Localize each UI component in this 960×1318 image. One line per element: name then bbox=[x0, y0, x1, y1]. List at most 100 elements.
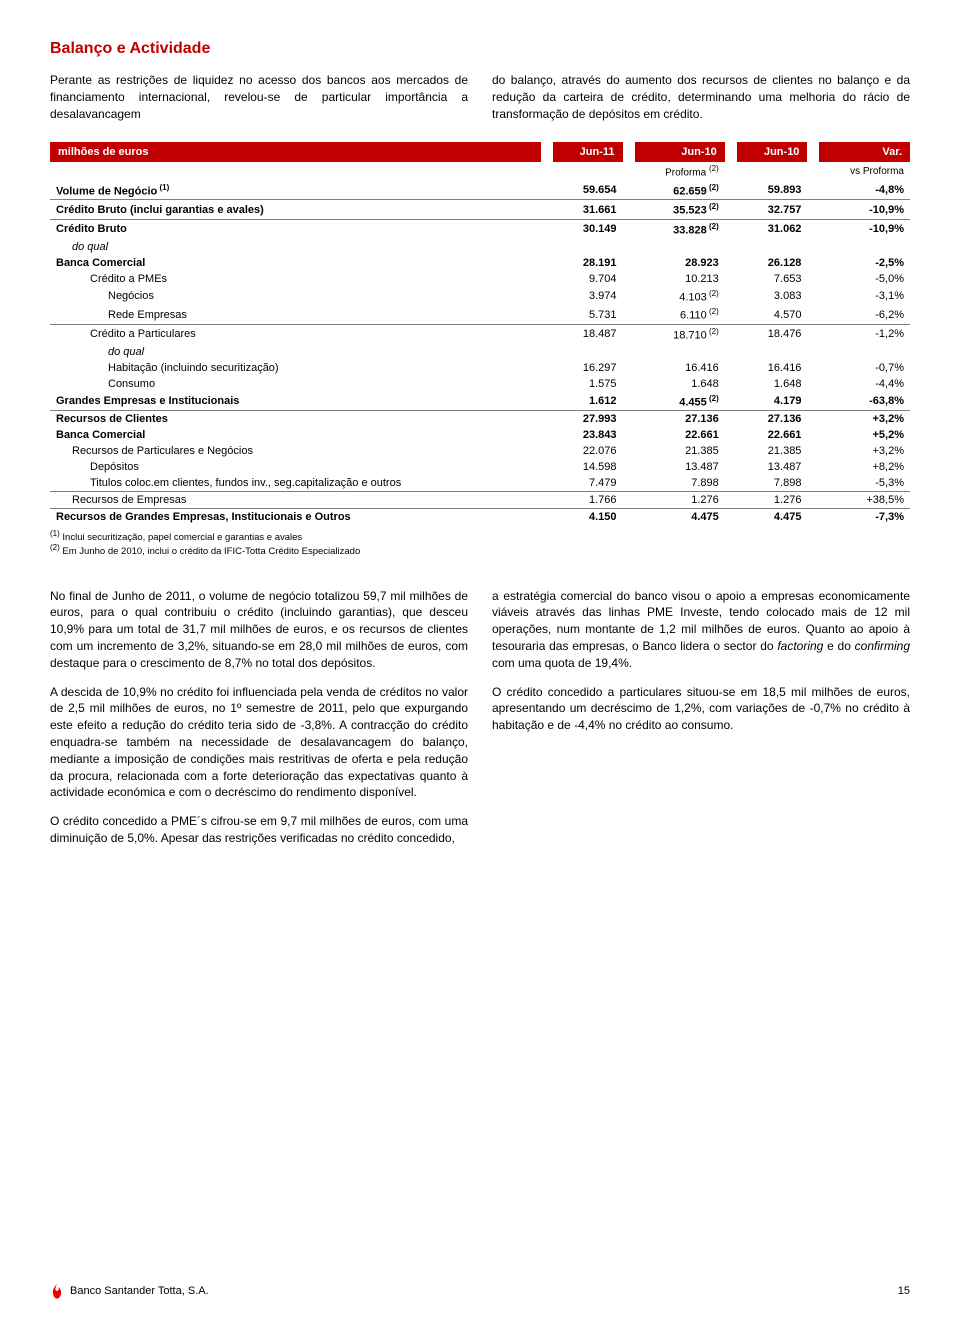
table-row: Recursos de Clientes27.99327.13627.136+3… bbox=[50, 411, 910, 428]
row-value bbox=[635, 344, 725, 360]
row-value: 7.898 bbox=[737, 475, 808, 492]
row-value: 1.648 bbox=[737, 376, 808, 392]
row-value: 4.475 bbox=[737, 509, 808, 526]
row-label: Crédito Bruto bbox=[50, 220, 541, 239]
row-value: 4.150 bbox=[553, 509, 623, 526]
row-value: 1.766 bbox=[553, 492, 623, 509]
row-value bbox=[737, 344, 808, 360]
row-value: -1,2% bbox=[819, 325, 910, 344]
row-value: 35.523 (2) bbox=[635, 200, 725, 220]
table-row: Recursos de Grandes Empresas, Institucio… bbox=[50, 509, 910, 526]
table-header-row: milhões de euros Jun-11 Jun-10 Jun-10 Va… bbox=[50, 142, 910, 162]
row-value: 23.843 bbox=[553, 427, 623, 443]
table-row: Banca Comercial23.84322.66122.661+5,2% bbox=[50, 427, 910, 443]
row-label: Crédito a Particulares bbox=[50, 325, 541, 344]
row-value: 13.487 bbox=[635, 459, 725, 475]
row-value: 4.103 (2) bbox=[635, 287, 725, 306]
row-value: -10,9% bbox=[819, 200, 910, 220]
row-value: 16.416 bbox=[737, 360, 808, 376]
row-value: 4.455 (2) bbox=[635, 392, 725, 411]
row-value: 4.179 bbox=[737, 392, 808, 411]
row-value: -5,3% bbox=[819, 475, 910, 492]
row-value: 27.993 bbox=[553, 411, 623, 428]
row-value: 27.136 bbox=[737, 411, 808, 428]
row-value: 14.598 bbox=[553, 459, 623, 475]
table-subheader-row: Proforma (2) vs Proforma bbox=[50, 162, 910, 180]
row-value: 18.710 (2) bbox=[635, 325, 725, 344]
th-var: Var. bbox=[819, 142, 910, 162]
th-jun10a: Jun-10 bbox=[635, 142, 725, 162]
row-value: 21.385 bbox=[635, 443, 725, 459]
flame-icon bbox=[50, 1282, 64, 1300]
row-value bbox=[635, 239, 725, 255]
table-row: Grandes Empresas e Institucionais 1.612 4.… bbox=[50, 392, 910, 411]
row-value bbox=[737, 239, 808, 255]
intro-left: Perante as restrições de liquidez no ace… bbox=[50, 72, 468, 122]
row-value: 1.276 bbox=[737, 492, 808, 509]
footer-bank-name: Banco Santander Totta, S.A. bbox=[70, 1285, 209, 1297]
intro-columns: Perante as restrições de liquidez no ace… bbox=[50, 72, 910, 122]
th-label: milhões de euros bbox=[50, 142, 541, 162]
subhdr-vs: vs Proforma bbox=[819, 162, 910, 180]
row-value: 1.575 bbox=[553, 376, 623, 392]
table-row: Titulos coloc.em clientes, fundos inv., … bbox=[50, 475, 910, 492]
row-value: 59.893 bbox=[737, 181, 808, 200]
subhdr-proforma: Proforma (2) bbox=[635, 162, 725, 180]
row-value: 28.191 bbox=[553, 255, 623, 271]
row-value: 28.923 bbox=[635, 255, 725, 271]
row-value: 62.659 (2) bbox=[635, 181, 725, 200]
row-value: -4,4% bbox=[819, 376, 910, 392]
intro-right: do balanço, através do aumento dos recur… bbox=[492, 72, 910, 122]
th-jun11: Jun-11 bbox=[553, 142, 623, 162]
row-value bbox=[819, 344, 910, 360]
body-right-p1: a estratégia comercial do banco visou o … bbox=[492, 588, 910, 672]
row-label: Banca Comercial bbox=[50, 427, 541, 443]
row-value: 10.213 bbox=[635, 271, 725, 287]
table-row: do qual bbox=[50, 344, 910, 360]
table-row: Volume de Negócio (1)59.65462.659 (2)59.… bbox=[50, 181, 910, 200]
row-label: Habitação (incluindo securitização) bbox=[50, 360, 541, 376]
row-value: -4,8% bbox=[819, 181, 910, 200]
row-label: Recursos de Particulares e Negócios bbox=[50, 443, 541, 459]
row-value: 30.149 bbox=[553, 220, 623, 239]
row-label: Banca Comercial bbox=[50, 255, 541, 271]
table-row: Recursos de Particulares e Negócios 22.07… bbox=[50, 443, 910, 459]
table-row: Negócios3.9744.103 (2)3.083-3,1% bbox=[50, 287, 910, 306]
body-left-p3: O crédito concedido a PME´s cifrou-se em… bbox=[50, 813, 468, 847]
row-value: 7.653 bbox=[737, 271, 808, 287]
table-row: do qual bbox=[50, 239, 910, 255]
footer-page-number: 15 bbox=[898, 1285, 910, 1297]
row-value: -10,9% bbox=[819, 220, 910, 239]
table-row: Depósitos14.59813.48713.487+8,2% bbox=[50, 459, 910, 475]
table-row: Crédito Bruto 30.149 33.828 (2) 31.062 -10,9… bbox=[50, 220, 910, 239]
row-value bbox=[553, 239, 623, 255]
table-row: Recursos de Empresas1.7661.2761.276+38,5… bbox=[50, 492, 910, 509]
row-value: 33.828 (2) bbox=[635, 220, 725, 239]
row-value: 16.297 bbox=[553, 360, 623, 376]
table-row: Crédito Bruto (inclui garantias e avales… bbox=[50, 200, 910, 220]
table-row: Crédito a PMEs9.70410.2137.653-5,0% bbox=[50, 271, 910, 287]
page-footer: Banco Santander Totta, S.A. 15 bbox=[50, 1282, 910, 1300]
row-value: 22.661 bbox=[635, 427, 725, 443]
row-value: -5,0% bbox=[819, 271, 910, 287]
row-value: 18.487 bbox=[553, 325, 623, 344]
row-value bbox=[819, 239, 910, 255]
row-value: 3.083 bbox=[737, 287, 808, 306]
row-label: Crédito Bruto (inclui garantias e avales… bbox=[50, 200, 541, 220]
financial-table: milhões de euros Jun-11 Jun-10 Jun-10 Va… bbox=[50, 142, 910, 557]
row-value: 31.062 bbox=[737, 220, 808, 239]
row-value: +5,2% bbox=[819, 427, 910, 443]
row-value: +3,2% bbox=[819, 443, 910, 459]
row-value: 16.416 bbox=[635, 360, 725, 376]
body-right: a estratégia comercial do banco visou o … bbox=[492, 576, 910, 859]
row-value: 1.612 bbox=[553, 392, 623, 411]
row-value: 31.661 bbox=[553, 200, 623, 220]
row-label: Grandes Empresas e Institucionais bbox=[50, 392, 541, 411]
row-value: +8,2% bbox=[819, 459, 910, 475]
row-label: Recursos de Empresas bbox=[50, 492, 541, 509]
row-label: Volume de Negócio (1) bbox=[50, 181, 541, 200]
row-label: Negócios bbox=[50, 287, 541, 306]
row-value: 13.487 bbox=[737, 459, 808, 475]
row-label: Consumo bbox=[50, 376, 541, 392]
row-value: 22.076 bbox=[553, 443, 623, 459]
